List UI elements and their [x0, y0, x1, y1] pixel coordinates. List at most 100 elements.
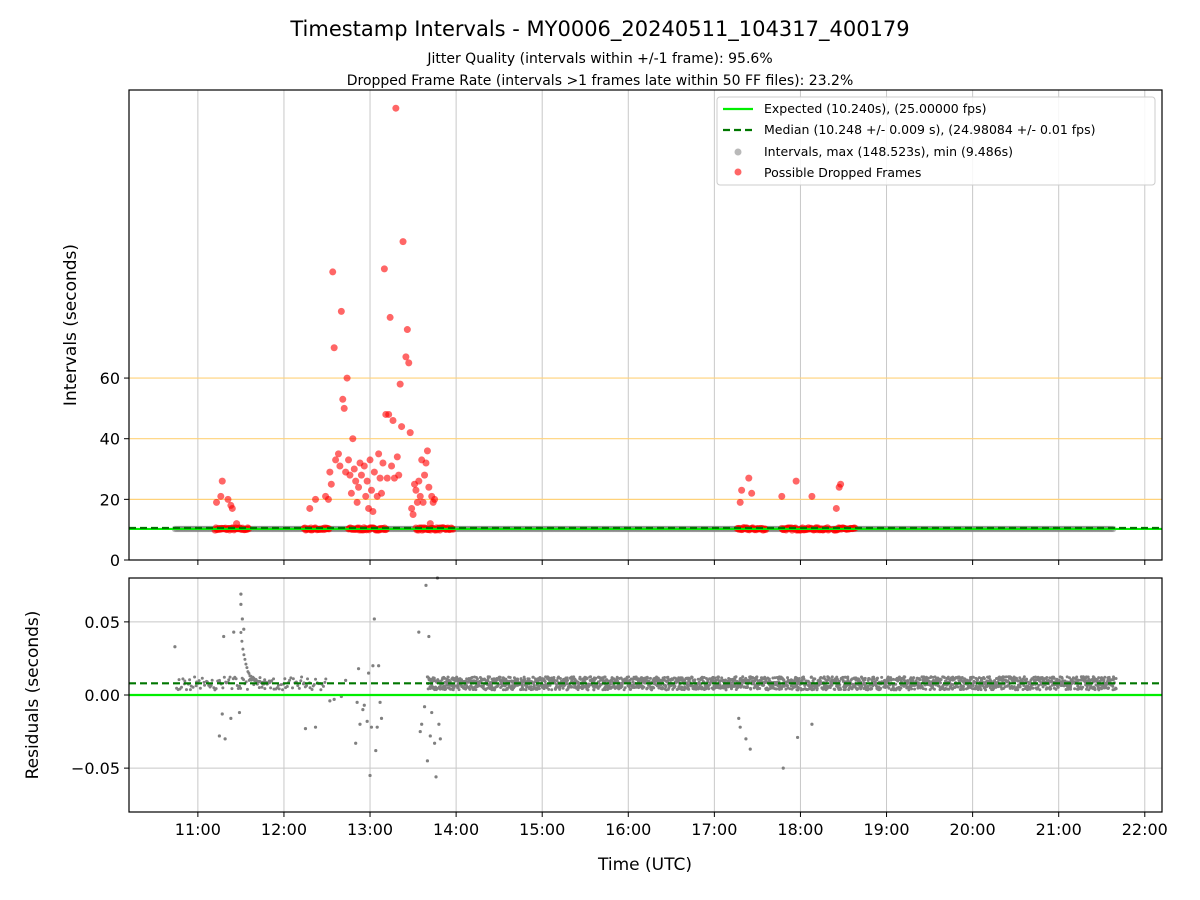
- residual-point: [552, 678, 556, 682]
- residual-point: [302, 681, 306, 685]
- residual-outlier-point: [748, 747, 752, 751]
- residual-point: [924, 687, 928, 691]
- residual-outlier-point: [371, 664, 375, 668]
- residual-point: [767, 677, 771, 681]
- residual-outlier-point: [369, 725, 374, 729]
- residual-outlier-point: [232, 630, 236, 634]
- residual-point: [227, 678, 231, 682]
- residual-point: [960, 676, 964, 680]
- residual-point: [740, 683, 744, 687]
- residual-outlier-point: [344, 678, 348, 682]
- residual-point: [257, 686, 261, 690]
- dropped-frame-point: [367, 486, 375, 494]
- residual-point: [247, 671, 251, 675]
- residual-outlier-point: [354, 741, 358, 745]
- residual-point: [914, 679, 918, 683]
- residual-point: [1087, 677, 1091, 681]
- legend-intervals-label: Intervals, max (148.523s), min (9.486s): [764, 144, 1013, 159]
- dropped-frame-point: [383, 474, 391, 482]
- residual-point: [305, 684, 309, 688]
- residual-point: [1025, 677, 1029, 681]
- dropped-frame-point: [363, 477, 371, 485]
- residual-outlier-point: [303, 727, 308, 731]
- residual-point: [1048, 687, 1052, 691]
- residual-outlier-point: [424, 583, 428, 587]
- residual-outlier-point: [737, 716, 741, 721]
- dropped-frame-point: [388, 462, 396, 470]
- residual-point: [306, 677, 310, 681]
- dropped-frame-point: [330, 344, 338, 352]
- residual-point: [198, 686, 202, 690]
- residual-outlier-point: [362, 703, 366, 707]
- residual-point: [184, 688, 188, 692]
- residual-point: [889, 676, 893, 680]
- x-tick-label: 22:00: [1122, 820, 1168, 839]
- residual-point: [547, 676, 551, 680]
- residual-point: [283, 677, 287, 681]
- residual-point: [1114, 676, 1118, 680]
- dropped-frame-point: [369, 507, 377, 515]
- residual-outlier-point: [372, 617, 376, 621]
- residual-outlier-point: [361, 708, 365, 712]
- residual-outlier-point: [217, 734, 221, 738]
- residual-point: [1114, 687, 1118, 691]
- dropped-frame-point: [837, 480, 845, 488]
- dropped-frame-point: [413, 498, 421, 506]
- residual-point: [552, 675, 556, 679]
- residual-point: [1054, 687, 1058, 691]
- residual-point: [576, 688, 580, 692]
- residual-point: [863, 676, 867, 680]
- y-tick-label: 20: [100, 490, 120, 509]
- dropped-frame-point: [357, 471, 365, 479]
- residual-point: [1022, 675, 1026, 679]
- residual-point: [929, 676, 933, 680]
- residual-point: [719, 679, 723, 683]
- residual-point: [510, 684, 514, 688]
- residual-point: [242, 653, 246, 657]
- residual-point: [838, 686, 842, 690]
- residual-point: [323, 680, 327, 684]
- residual-outlier-point: [237, 710, 242, 715]
- residual-outlier-point: [239, 602, 243, 606]
- residual-point: [911, 676, 915, 680]
- residual-point: [297, 686, 301, 690]
- residual-point: [827, 676, 831, 680]
- residual-point: [642, 685, 646, 689]
- residual-point: [177, 678, 181, 682]
- residual-point: [314, 677, 318, 681]
- residual-point: [276, 683, 280, 687]
- residual-point: [586, 688, 590, 692]
- residual-point: [909, 676, 913, 680]
- residual-point: [959, 684, 963, 688]
- residual-point: [592, 688, 596, 692]
- residual-point: [1112, 677, 1116, 681]
- residual-point: [759, 679, 763, 683]
- dropped-frame-point: [339, 395, 347, 403]
- residual-point: [939, 678, 943, 682]
- residual-outlier-point: [437, 722, 441, 726]
- dropped-frame-point: [349, 435, 357, 443]
- residual-point: [603, 688, 607, 692]
- x-tick-label: 15:00: [519, 820, 565, 839]
- residual-point: [830, 675, 834, 679]
- residual-point: [720, 676, 724, 680]
- residual-point: [241, 647, 245, 651]
- residual-point: [685, 681, 689, 685]
- dropped-frame-point: [345, 456, 353, 464]
- residual-point: [664, 685, 668, 689]
- x-tick-label: 13:00: [347, 820, 393, 839]
- residual-point: [761, 684, 765, 688]
- residual-point: [815, 686, 819, 690]
- residual-outlier-point: [223, 737, 227, 741]
- dropped-frame-point: [402, 353, 410, 361]
- residual-point: [504, 677, 508, 681]
- residual-point: [291, 677, 295, 681]
- residual-point: [643, 681, 647, 685]
- residual-point: [880, 675, 884, 679]
- residual-point: [856, 687, 860, 691]
- residual-point: [319, 688, 323, 692]
- residual-point: [797, 676, 801, 680]
- dropped-frame-point: [832, 504, 840, 512]
- residual-outlier-point: [229, 716, 233, 721]
- residual-point: [629, 677, 633, 681]
